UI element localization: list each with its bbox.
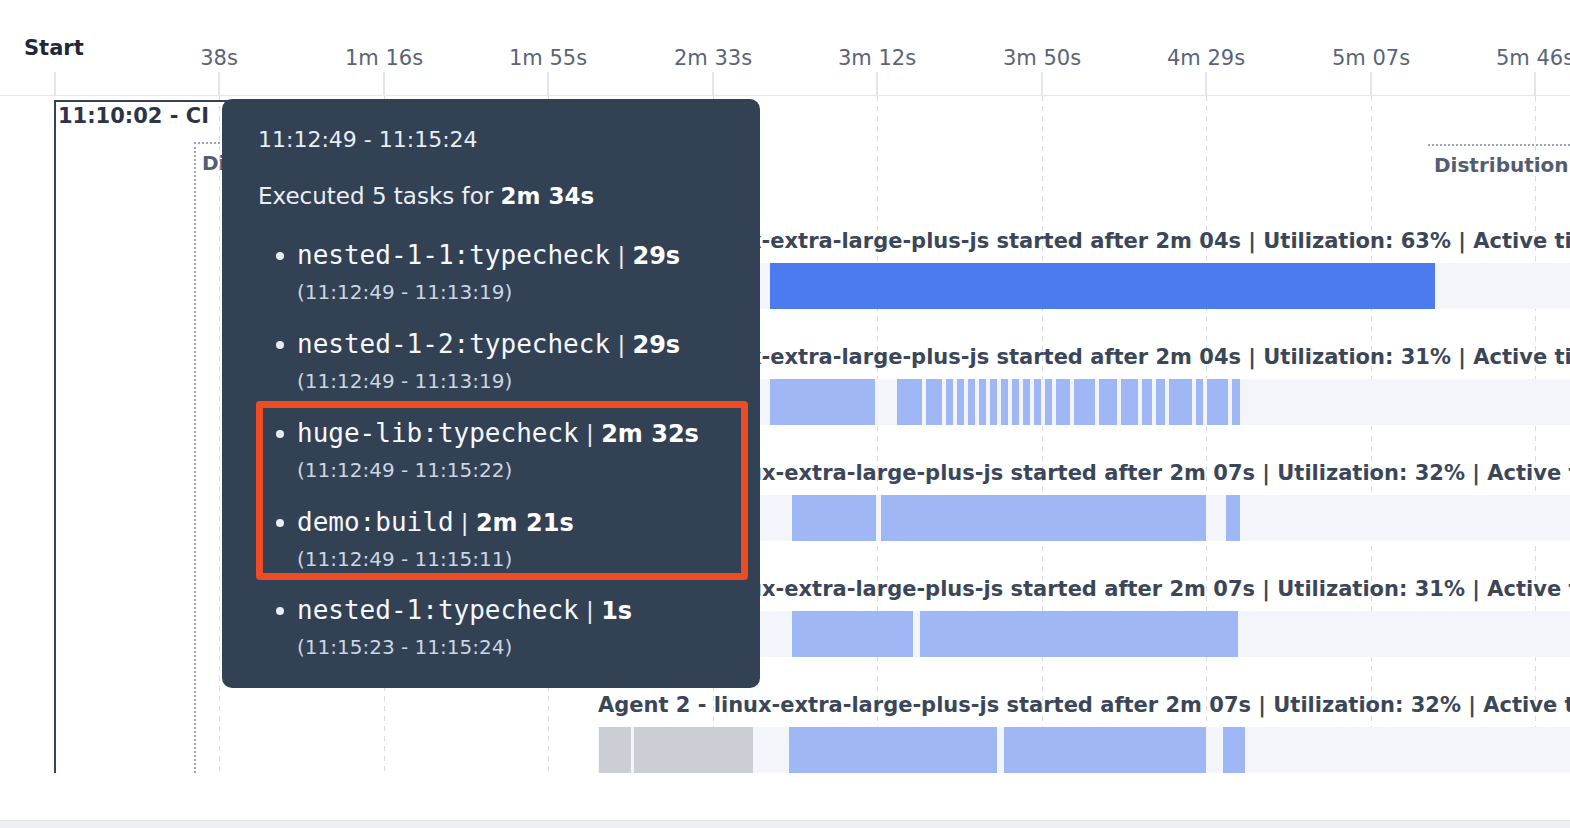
task-segment-active[interactable] [1023, 379, 1030, 425]
axis-tick-label: 1m 16s [345, 46, 423, 70]
task-segment-active[interactable] [789, 727, 997, 773]
task-tooltip: 11:12:49 - 11:15:24 Executed 5 tasks for… [222, 99, 760, 688]
axis-tick [1041, 72, 1043, 95]
task-segment-active[interactable] [957, 379, 964, 425]
axis-tick-label: 3m 50s [1003, 46, 1081, 70]
task-segment-active[interactable] [1223, 727, 1245, 773]
task-name: huge-lib:typecheck [297, 418, 579, 448]
task-segment-active[interactable] [1207, 379, 1228, 425]
gridline [877, 96, 878, 773]
run-label: 11:10:02 - CI [58, 104, 209, 128]
task-segment-active[interactable] [946, 379, 953, 425]
axis-start-label: Start [24, 36, 84, 60]
tooltip-task-name-line: nested-1-2:typecheck | 29s [297, 331, 680, 359]
task-segment-solid[interactable] [770, 263, 1435, 309]
task-segment-active[interactable] [792, 611, 913, 657]
task-segment-active[interactable] [881, 495, 1206, 541]
task-segment-active[interactable] [792, 495, 876, 541]
gridline [1371, 96, 1372, 773]
axis-tick-label: 5m 46s [1496, 46, 1570, 70]
tooltip-task-time: (11:12:49 - 11:13:19) [297, 369, 512, 393]
tooltip-task-time: (11:15:23 - 11:15:24) [297, 635, 512, 659]
axis-tick-label: 38s [200, 46, 238, 70]
task-segment-active[interactable] [1099, 379, 1117, 425]
task-segment-active[interactable] [1034, 379, 1041, 425]
axis-tick [876, 72, 878, 95]
axis-tick-label: 2m 33s [674, 46, 752, 70]
separator: | [610, 243, 632, 269]
task-segment-active[interactable] [1169, 379, 1192, 425]
agents-timeline-screen: Start 38s 1m 16s 1m 55s 2m 33s 3m 12s 3m 50s 4… [0, 0, 1570, 828]
task-segment-active[interactable] [1056, 379, 1070, 425]
task-name: demo:build [297, 507, 454, 537]
separator: | [579, 421, 601, 447]
tooltip-task-time: (11:12:49 - 11:15:22) [297, 458, 512, 482]
task-duration: 1s [601, 597, 632, 625]
task-name: nested-1-1:typecheck [297, 240, 610, 270]
axis-tick [712, 72, 714, 95]
agent-row-label: Agent 2 - linux-extra-large-plus-js star… [598, 693, 1570, 718]
bullet-icon [276, 430, 284, 438]
axis-tick-label: 4m 29s [1167, 46, 1245, 70]
task-segment-active[interactable] [1232, 379, 1240, 425]
task-duration: 29s [632, 242, 680, 270]
axis-tick-label: 5m 07s [1332, 46, 1410, 70]
task-segment-active[interactable] [1121, 379, 1138, 425]
tooltip-task-name-line: nested-1:typecheck | 1s [297, 597, 632, 625]
axis-tick [547, 72, 549, 95]
task-segment-active[interactable] [920, 611, 1238, 657]
axis-tick [383, 72, 385, 95]
gridline [1042, 96, 1043, 773]
task-segment-active[interactable] [1226, 495, 1240, 541]
task-segment-active[interactable] [1012, 379, 1019, 425]
axis-tick [1370, 72, 1372, 95]
tooltip-time-range: 11:12:49 - 11:15:24 [258, 127, 478, 152]
distribution-box-right-label: Distribution [1428, 146, 1570, 177]
separator: | [610, 332, 632, 358]
task-name: nested-1-2:typecheck [297, 329, 610, 359]
task-segment-active[interactable] [979, 379, 986, 425]
separator: | [579, 598, 601, 624]
task-segment-active[interactable] [897, 379, 922, 425]
tooltip-summary: Executed 5 tasks for 2m 34s [258, 183, 594, 209]
task-name: nested-1:typecheck [297, 595, 579, 625]
tooltip-task-name-line: huge-lib:typecheck | 2m 32s [297, 420, 699, 448]
axis-tick [1534, 72, 1536, 95]
task-segment-active[interactable] [1196, 379, 1203, 425]
task-segment-active[interactable] [1001, 379, 1008, 425]
axis-line [0, 95, 1570, 96]
task-segment-active[interactable] [1045, 379, 1052, 425]
task-duration: 2m 32s [601, 420, 699, 448]
tooltip-task-name-line: nested-1-1:typecheck | 29s [297, 242, 680, 270]
axis-tick-label: 1m 55s [509, 46, 587, 70]
task-segment-active[interactable] [926, 379, 942, 425]
task-segment-active[interactable] [990, 379, 997, 425]
bullet-icon [276, 341, 284, 349]
axis-tick [218, 72, 220, 95]
separator: | [454, 510, 476, 536]
task-segment-idle[interactable] [599, 727, 631, 773]
task-duration: 2m 21s [476, 509, 574, 537]
tooltip-task-name-line: demo:build | 2m 21s [297, 509, 574, 537]
task-segment-active[interactable] [1004, 727, 1206, 773]
task-segment-active[interactable] [968, 379, 975, 425]
axis-tick [54, 72, 56, 95]
bullet-icon [276, 252, 284, 260]
axis-tick-label: 3m 12s [838, 46, 916, 70]
tooltip-task-time: (11:12:49 - 11:15:11) [297, 547, 512, 571]
bullet-icon [276, 519, 284, 527]
task-segment-active[interactable] [1142, 379, 1152, 425]
task-segment-idle[interactable] [634, 727, 753, 773]
task-duration: 29s [632, 331, 680, 359]
bottom-strip [0, 820, 1570, 828]
tooltip-task-time: (11:12:49 - 11:13:19) [297, 280, 512, 304]
bullet-icon [276, 607, 284, 615]
task-segment-active[interactable] [770, 379, 875, 425]
gridline [1206, 96, 1207, 773]
task-segment-active[interactable] [1156, 379, 1165, 425]
task-segment-active[interactable] [1074, 379, 1095, 425]
axis-tick [1205, 72, 1207, 95]
